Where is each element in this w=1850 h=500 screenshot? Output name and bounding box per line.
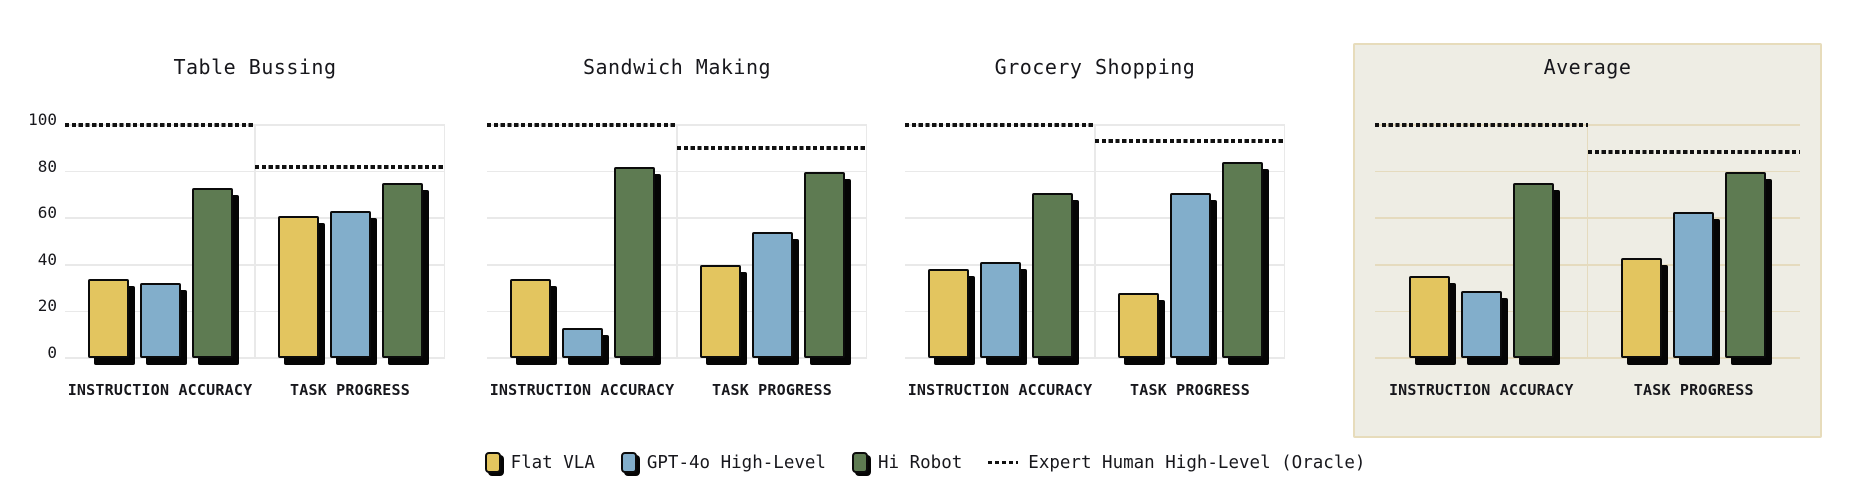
bar-gpt-4o-high-level xyxy=(1673,211,1715,358)
x-group-label-task-progress: TASK PROGRESS xyxy=(712,381,832,399)
legend: Flat VLA GPT-4o High-Level Hi Robot Expe… xyxy=(0,452,1850,473)
flat-vla-swatch-icon xyxy=(484,452,501,473)
gridline-y-0 xyxy=(487,357,867,359)
bar-hi-robot xyxy=(803,171,845,358)
bar-flat-vla xyxy=(277,215,319,358)
oracle-dotted-line-icon xyxy=(988,460,1019,465)
bar-group-instruction-accuracy xyxy=(905,125,1095,358)
plot-right-edge-line xyxy=(1283,125,1285,358)
bar-gpt-4o-high-level xyxy=(1169,192,1211,358)
hi-robot-swatch-icon xyxy=(851,452,868,473)
gridline-y-0 xyxy=(65,357,445,359)
bar-flat-vla xyxy=(509,278,551,358)
legend-label-gpt4o-high-level: GPT-4o High-Level xyxy=(646,452,826,473)
legend-item-oracle: Expert Human High-Level (Oracle) xyxy=(988,453,1365,473)
bar-hi-robot xyxy=(1725,172,1767,358)
plot-right-edge-line xyxy=(443,125,445,358)
bar-gpt-4o-high-level xyxy=(979,262,1021,358)
y-tick-label-40: 40 xyxy=(37,249,57,269)
gpt4o-high-level-swatch-icon xyxy=(620,452,637,473)
x-group-label-instruction-accuracy: INSTRUCTION ACCURACY xyxy=(489,381,675,399)
bar-group-task-progress xyxy=(677,125,867,358)
x-group-label-instruction-accuracy: INSTRUCTION ACCURACY xyxy=(907,381,1093,399)
bar-flat-vla xyxy=(1621,257,1663,358)
panel-title-grocery-shopping: Grocery Shopping xyxy=(994,55,1196,79)
x-group-label-instruction-accuracy: INSTRUCTION ACCURACY xyxy=(67,381,253,399)
bar-flat-vla xyxy=(87,278,129,358)
group-separator-line xyxy=(676,125,678,358)
gridline-y-0 xyxy=(905,357,1285,359)
group-separator-line xyxy=(1094,125,1096,358)
legend-item-hi-robot: Hi Robot xyxy=(851,452,963,473)
bar-hi-robot xyxy=(613,166,655,358)
bar-group-task-progress xyxy=(1588,125,1801,358)
bar-flat-vla xyxy=(699,264,741,358)
bar-gpt-4o-high-level xyxy=(751,232,793,358)
bar-flat-vla xyxy=(1408,275,1450,358)
bar-gpt-4o-high-level xyxy=(139,283,181,358)
bar-gpt-4o-high-level xyxy=(561,327,603,358)
legend-item-gpt4o-high-level: GPT-4o High-Level xyxy=(620,452,826,473)
oracle-line-instruction-accuracy xyxy=(487,123,677,127)
plot-area-grocery-shopping xyxy=(905,123,1285,359)
bar-group-instruction-accuracy xyxy=(1375,125,1588,358)
x-group-label-task-progress: TASK PROGRESS xyxy=(1130,381,1250,399)
group-separator-line xyxy=(254,125,256,358)
x-group-label-task-progress: TASK PROGRESS xyxy=(290,381,410,399)
x-group-label-task-progress: TASK PROGRESS xyxy=(1633,381,1754,399)
bar-group-task-progress xyxy=(255,125,445,358)
oracle-line-instruction-accuracy xyxy=(1375,123,1588,127)
oracle-line-task-progress xyxy=(1587,150,1800,154)
plot-right-edge-line xyxy=(865,125,867,358)
bar-flat-vla xyxy=(1117,292,1159,358)
gridline-y-0 xyxy=(1375,357,1800,359)
legend-label-flat-vla: Flat VLA xyxy=(510,452,595,473)
oracle-line-task-progress xyxy=(677,146,867,150)
y-tick-label-20: 20 xyxy=(37,296,57,316)
bar-hi-robot xyxy=(1512,182,1554,358)
bar-group-instruction-accuracy xyxy=(65,125,255,358)
legend-item-flat-vla: Flat VLA xyxy=(484,452,595,473)
bar-group-task-progress xyxy=(1095,125,1285,358)
oracle-line-instruction-accuracy xyxy=(905,123,1095,127)
bar-hi-robot xyxy=(191,187,233,358)
bar-hi-robot xyxy=(381,183,423,358)
bar-flat-vla xyxy=(927,269,969,358)
plot-area-sandwich-making xyxy=(487,123,867,359)
panel-title-average: Average xyxy=(1543,55,1632,79)
y-tick-label-0: 0 xyxy=(47,343,57,362)
y-tick-label-100: 100 xyxy=(28,110,57,129)
y-tick-label-80: 80 xyxy=(37,156,57,176)
bar-hi-robot xyxy=(1221,162,1263,358)
bar-group-instruction-accuracy xyxy=(487,125,677,358)
legend-label-oracle: Expert Human High-Level (Oracle) xyxy=(1028,452,1366,473)
oracle-line-task-progress xyxy=(1095,139,1285,143)
plot-area-average xyxy=(1375,123,1801,359)
panel-title-table-bussing: Table Bussing xyxy=(173,55,337,79)
oracle-line-instruction-accuracy xyxy=(65,123,255,127)
bar-gpt-4o-high-level xyxy=(1460,291,1502,358)
x-group-label-instruction-accuracy: INSTRUCTION ACCURACY xyxy=(1388,381,1574,399)
bar-hi-robot xyxy=(1031,192,1073,358)
bar-gpt-4o-high-level xyxy=(329,211,371,358)
y-tick-label-60: 60 xyxy=(37,203,57,223)
group-separator-line xyxy=(1586,125,1589,358)
oracle-line-task-progress xyxy=(255,164,445,169)
panel-title-sandwich-making: Sandwich Making xyxy=(582,55,772,79)
legend-label-hi-robot: Hi Robot xyxy=(877,452,963,473)
plot-area-table-bussing xyxy=(65,123,445,359)
